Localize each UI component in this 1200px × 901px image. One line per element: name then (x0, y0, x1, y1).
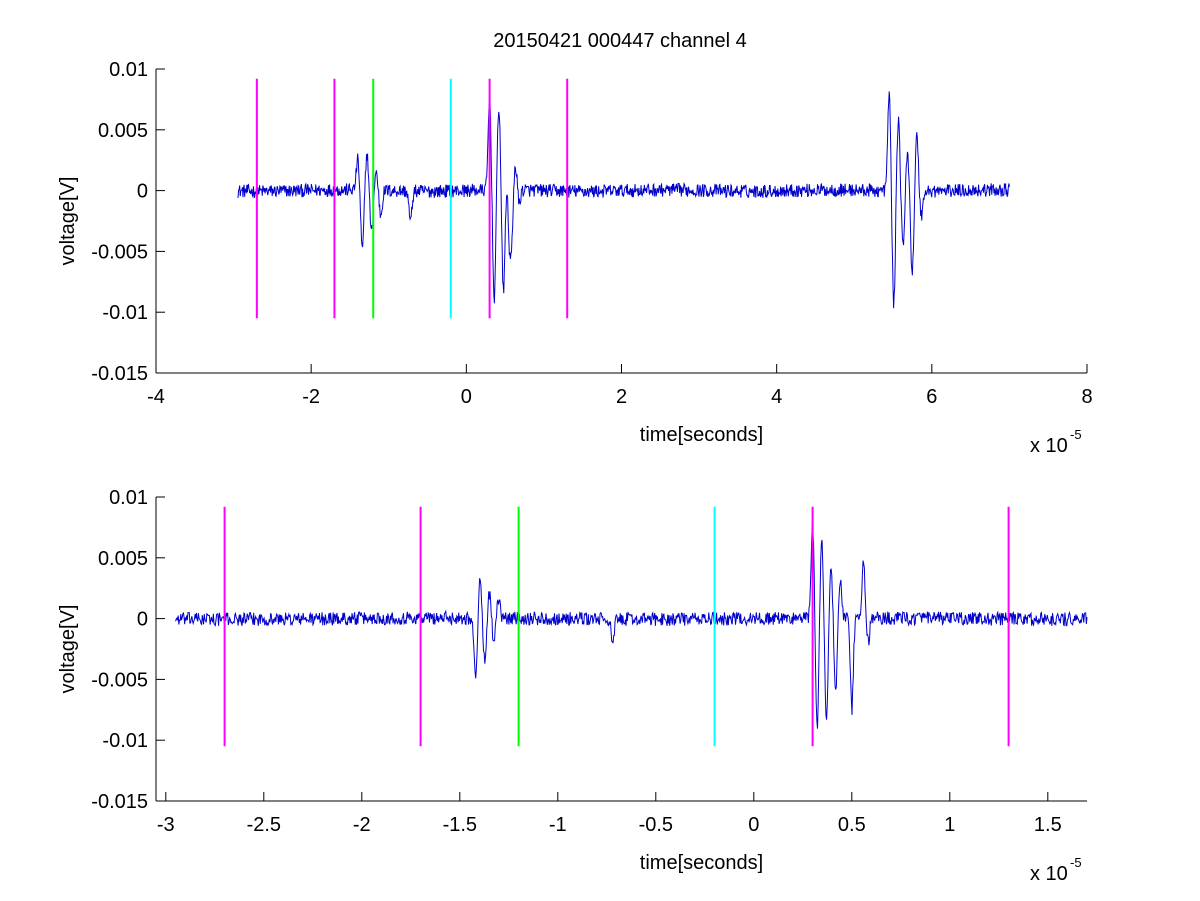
x-tick-label: -2 (302, 386, 320, 408)
top-plot: -4 -2 0 2 4 6 8 0.01 0.005 0 -0.005 -0.01 -0.015 time… (57, 59, 1093, 457)
x-tick-label: 0.5 (838, 814, 866, 836)
y-tick-label: 0.01 (109, 59, 148, 81)
signal-trace (237, 91, 1010, 309)
bottom-plot: -3 -2.5 -2 -1.5 -1 -0.5 0 0.5 1 1.5 0.01 0.005 0 -0.0… (57, 487, 1088, 885)
x-tick-label: 0 (461, 386, 472, 408)
y-axis-label: voltage[V] (57, 605, 79, 694)
x-axis-label: time[seconds] (640, 424, 763, 446)
x-multiplier-exponent: -5 (1070, 855, 1082, 870)
x-tick-label: 4 (771, 386, 782, 408)
x-tick-label: 6 (926, 386, 937, 408)
y-tick-label: 0 (137, 609, 148, 631)
y-tick-label: -0.005 (91, 241, 148, 263)
x-tick-label: 1 (944, 814, 955, 836)
y-tick-label: -0.01 (102, 730, 148, 752)
figure-title: 20150421 000447 channel 4 (493, 30, 747, 52)
y-axis-label: voltage[V] (57, 177, 79, 266)
y-tick-label: -0.015 (91, 791, 148, 813)
x-tick-label: -1 (549, 814, 567, 836)
y-tick-label: 0.005 (98, 120, 148, 142)
x-tick-label: -2.5 (247, 814, 281, 836)
x-tick-label: -3 (157, 814, 175, 836)
y-tick-label: 0.005 (98, 548, 148, 570)
y-tick-label: 0 (137, 181, 148, 203)
x-tick-label: -0.5 (639, 814, 673, 836)
x-tick-label: 8 (1081, 386, 1092, 408)
y-tick-label: -0.015 (91, 363, 148, 385)
x-tick-label: -4 (147, 386, 165, 408)
x-tick-label: 2 (616, 386, 627, 408)
x-tick-label: -2 (353, 814, 371, 836)
x-multiplier-exponent: -5 (1070, 427, 1082, 442)
x-multiplier-label: x 10 (1030, 863, 1068, 885)
y-tick-label: 0.01 (109, 487, 148, 509)
signal-trace (175, 523, 1088, 729)
x-tick-label: -1.5 (443, 814, 477, 836)
x-multiplier-label: x 10 (1030, 435, 1068, 457)
y-tick-label: -0.005 (91, 669, 148, 691)
y-tick-label: -0.01 (102, 302, 148, 324)
x-tick-label: 1.5 (1034, 814, 1062, 836)
x-tick-label: 0 (748, 814, 759, 836)
x-axis-label: time[seconds] (640, 852, 763, 874)
